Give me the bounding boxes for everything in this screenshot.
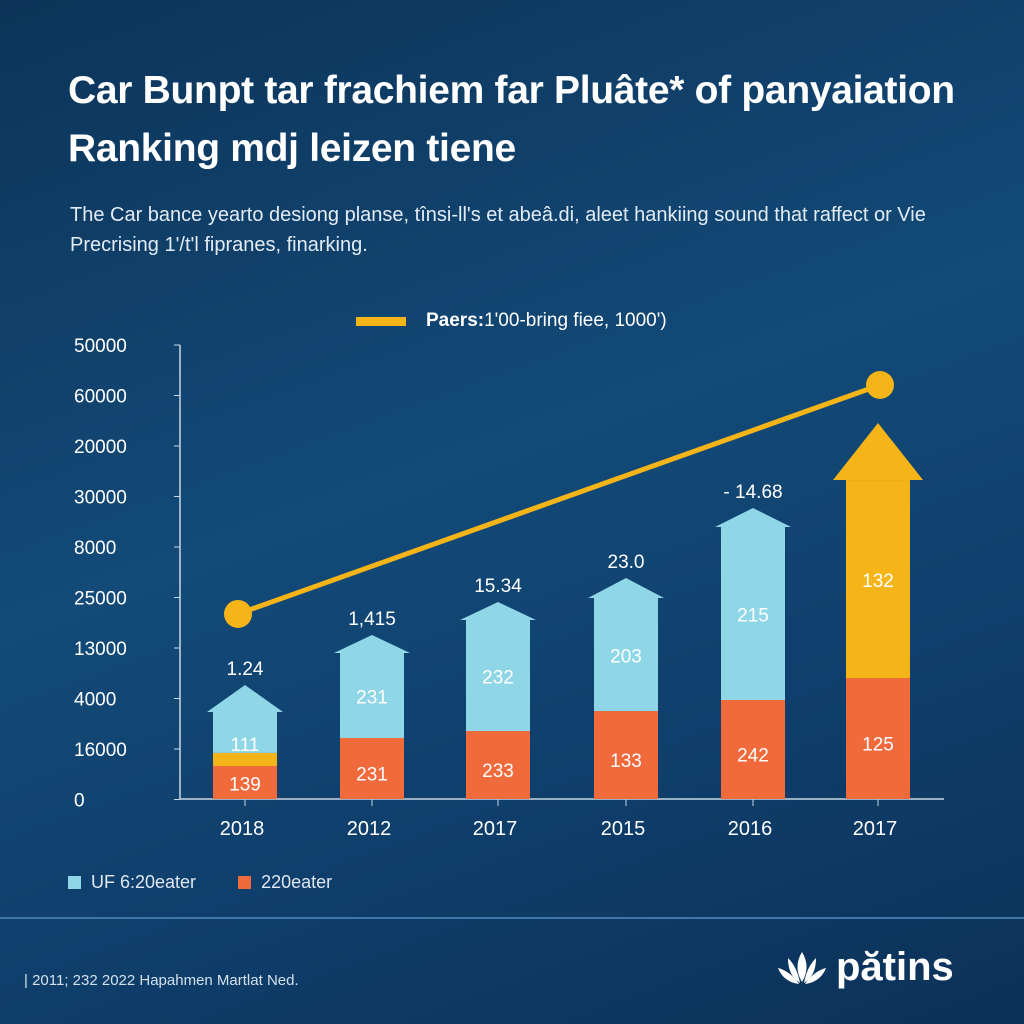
- line-legend-bold: Paers:: [426, 310, 485, 331]
- bar-top-label: 15.34: [474, 576, 522, 597]
- bar-arrow-head: [460, 602, 536, 621]
- bar-top-label: 1.24: [227, 659, 264, 680]
- y-tick-label: 60000: [74, 387, 127, 408]
- bar-lower-label: 139: [229, 774, 261, 795]
- bar-lower-label: 125: [862, 735, 894, 756]
- x-tick-label: 2012: [347, 818, 392, 840]
- bar-lower-label: 233: [482, 761, 514, 782]
- bar-lower-label: 242: [737, 746, 769, 767]
- y-tick-label: 50000: [74, 336, 127, 357]
- logo-text: pătins: [836, 945, 954, 989]
- bar-upper-label: 231: [356, 687, 388, 708]
- bar-arrow-head: [715, 508, 791, 528]
- legend-item-blue: UF 6:20eater: [68, 872, 196, 893]
- bar-segment: [213, 711, 277, 753]
- y-tick-label: 25000: [74, 589, 127, 610]
- bar-segment: [466, 731, 530, 799]
- bar-segment: [340, 652, 404, 738]
- y-tick-label: 13000: [74, 639, 127, 660]
- bar-upper-label: 132: [862, 571, 894, 592]
- footer-text: | 2011; 232 2022 Hapahmen Martlat Ned.: [24, 972, 299, 989]
- bar-segment: [721, 527, 785, 701]
- x-tick-label: 2016: [728, 818, 773, 840]
- bar-upper-label: 203: [610, 647, 642, 668]
- bar-segment: [594, 711, 658, 799]
- line-legend-text: 1'00-bring fiee, 1000'): [484, 310, 667, 331]
- bar-top-label: 1,415: [348, 609, 396, 630]
- divider: [0, 917, 1024, 919]
- bar-arrow-head: [207, 684, 283, 712]
- bar-segment: [721, 700, 785, 799]
- line-legend-swatch: [356, 316, 406, 326]
- bar-upper-label: 215: [737, 606, 769, 627]
- y-tick-label: 8000: [74, 538, 116, 559]
- legend-label: 220eater: [261, 872, 333, 892]
- legend-label: UF 6:20eater: [91, 872, 197, 892]
- logo: pătins: [776, 945, 954, 990]
- trend-line: [237, 382, 881, 617]
- bar-upper-label: 232: [482, 668, 514, 689]
- bar-segment: [846, 678, 910, 799]
- bar-arrow-head: [588, 578, 664, 599]
- chart-title: Car Bunpt tar frachiem far Pluâte* of pa…: [68, 69, 955, 170]
- lotus-icon: [778, 951, 826, 984]
- bar-segment: [213, 765, 277, 799]
- y-tick-label: 0: [74, 791, 85, 812]
- bar-arrow-head: [334, 634, 410, 653]
- trend-point: [866, 371, 894, 400]
- x-tick-label: 2017: [473, 818, 518, 840]
- bar-top-label: 23.0: [608, 552, 645, 573]
- legend-item-orange: 220eater: [238, 872, 332, 893]
- y-tick-label: 20000: [74, 437, 127, 458]
- y-tick-label: 30000: [74, 488, 127, 509]
- bar-lower-label: 133: [610, 751, 642, 772]
- chart-subtitle: The Car bance yearto desiong planse, tîn…: [70, 204, 926, 256]
- bar-segment: [340, 737, 404, 799]
- x-tick-label: 2017: [853, 818, 898, 840]
- x-tick-label: 2018: [220, 818, 265, 840]
- bar-top-label: - 14.68: [723, 482, 782, 503]
- y-tick-label: 16000: [74, 740, 127, 761]
- bar-segment: [466, 620, 530, 732]
- bar-arrow-head: [833, 422, 923, 481]
- x-tick-label: 2015: [601, 818, 646, 840]
- legend: UF 6:20eater 220eater: [68, 872, 374, 893]
- bar-upper-label: 111: [231, 735, 260, 756]
- line-legend: Paers: 1'00-bring fiee, 1000'): [356, 310, 667, 332]
- bar-lower-label: 231: [356, 764, 388, 785]
- bar-segment: [213, 752, 277, 766]
- legend-swatch: [238, 876, 252, 889]
- trend-point: [224, 599, 252, 628]
- bar-segment: [594, 598, 658, 712]
- y-tick-label: 4000: [74, 690, 116, 711]
- legend-swatch: [68, 876, 81, 889]
- bar-segment: [846, 480, 910, 679]
